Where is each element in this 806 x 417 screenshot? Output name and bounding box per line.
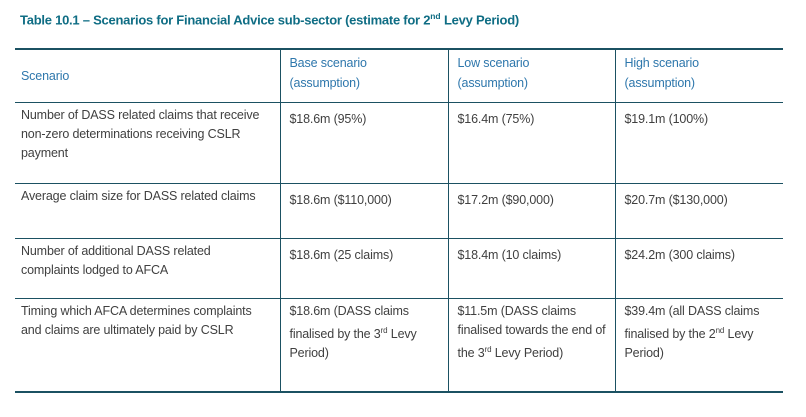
cell-low-value: $11.5m (DASS claims finalised towards th… xyxy=(447,298,615,393)
cell-text: $18.6m (25 claims) xyxy=(289,247,394,262)
header-scenario: Scenario xyxy=(15,49,280,103)
cell-superscript: nd xyxy=(715,325,725,335)
cell-scenario-label: Average claim size for DASS related clai… xyxy=(15,183,280,239)
cell-text: $19.1m (100%) xyxy=(624,111,709,126)
table-row-average-claim-size: Average claim size for DASS related clai… xyxy=(15,183,783,239)
cell-base-value: $18.6m (DASS claims finalised by the 3rd… xyxy=(279,298,448,393)
table-caption: Table 10.1 – Scenarios for Financial Adv… xyxy=(20,11,519,27)
header-line2: (assumption) xyxy=(289,76,361,90)
cell-high-value: $39.4m (all DASS claims finalised by the… xyxy=(614,298,783,393)
cell-scenario-label: Timing which AFCA determines complaints … xyxy=(15,298,280,393)
cell-text: $24.2m (300 claims) xyxy=(624,247,736,262)
cell-text-end: Levy Period) xyxy=(491,345,564,360)
header-line2: (assumption) xyxy=(457,76,529,90)
header-line1: High scenario xyxy=(624,56,700,70)
cell-scenario-label: Number of additional DASS related compla… xyxy=(15,238,280,299)
cell-text: $18.6m ($110,000) xyxy=(289,192,392,207)
header-high-scenario: High scenario (assumption) xyxy=(614,49,783,103)
cell-text: $18.6m (DASS claims finalised by the 3 xyxy=(289,303,410,341)
cell-text: $39.4m (all DASS claims finalised by the… xyxy=(624,303,760,341)
header-line1: Low scenario xyxy=(457,56,530,70)
cell-scenario-label: Number of DASS related claims that recei… xyxy=(15,102,280,184)
table-row-additional-complaints: Number of additional DASS related compla… xyxy=(15,238,783,299)
cell-base-value: $18.6m (25 claims) xyxy=(279,238,448,299)
cell-text-end: Levy Period) xyxy=(624,326,754,360)
cell-low-value: $16.4m (75%) xyxy=(447,102,615,184)
table-row-timing: Timing which AFCA determines complaints … xyxy=(15,298,783,393)
cell-high-value: $20.7m ($130,000) xyxy=(614,183,783,239)
cell-base-value: $18.6m (95%) xyxy=(279,102,448,184)
cell-text: $18.4m (10 claims) xyxy=(457,247,562,262)
header-line1: Base scenario xyxy=(289,56,367,70)
table-caption-superscript: nd xyxy=(430,11,441,21)
cell-text-end: Levy Period) xyxy=(289,326,417,360)
cell-text: $20.7m ($130,000) xyxy=(624,192,728,207)
scenarios-table: Scenario Base scenario (assumption) Low … xyxy=(15,48,783,393)
cell-high-value: $19.1m (100%) xyxy=(614,102,783,184)
cell-high-value: $24.2m (300 claims) xyxy=(614,238,783,299)
table-row-claims-count: Number of DASS related claims that recei… xyxy=(15,102,783,184)
cell-text: $17.2m ($90,000) xyxy=(457,192,554,207)
cell-base-value: $18.6m ($110,000) xyxy=(279,183,448,239)
cell-low-value: $18.4m (10 claims) xyxy=(447,238,615,299)
header-line2: (assumption) xyxy=(624,76,696,90)
cell-text: $18.6m (95%) xyxy=(289,111,367,126)
header-line1: Scenario xyxy=(21,68,70,83)
header-row: Scenario Base scenario (assumption) Low … xyxy=(15,49,783,103)
table-caption-text-end: Levy Period) xyxy=(440,12,519,28)
cell-low-value: $17.2m ($90,000) xyxy=(447,183,615,239)
cell-superscript: rd xyxy=(484,344,492,354)
cell-superscript: rd xyxy=(380,325,388,335)
table-caption-text: Table 10.1 – Scenarios for Financial Adv… xyxy=(20,12,431,28)
cell-text: $16.4m (75%) xyxy=(457,111,535,126)
header-low-scenario: Low scenario (assumption) xyxy=(447,49,615,103)
cell-text: $11.5m (DASS claims finalised towards th… xyxy=(457,303,606,360)
header-base-scenario: Base scenario (assumption) xyxy=(279,49,448,103)
